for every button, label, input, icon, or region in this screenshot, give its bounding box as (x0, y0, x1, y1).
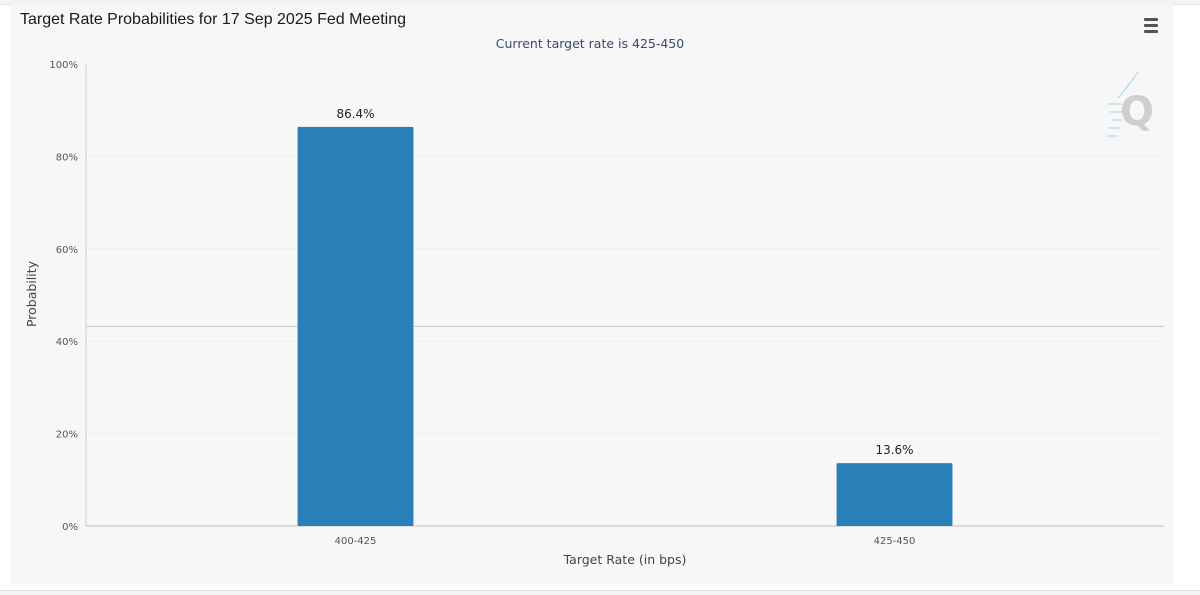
x-axis-title: Target Rate (in bps) (563, 552, 687, 567)
y-tick-label: 40% (56, 337, 78, 348)
q-logo-icon: Q (1106, 71, 1154, 137)
y-tick-label: 20% (56, 430, 78, 441)
x-tick-label: 400-425 (335, 536, 377, 547)
chart-panel (10, 4, 1173, 584)
bottom-edge (0, 590, 1200, 595)
chart-subtitle: Current target rate is 425-450 (495, 36, 685, 51)
data-label: 86.4% (336, 107, 374, 121)
bar-425-450[interactable] (836, 463, 953, 526)
y-tick-label: 60% (56, 245, 78, 256)
y-tick-label: 80% (56, 152, 78, 163)
hamburger-menu-icon (1144, 18, 1158, 21)
hamburger-menu-icon (1144, 24, 1158, 27)
y-axis-title: Probability (24, 260, 39, 327)
chart-title: Target Rate Probabilities for 17 Sep 202… (20, 11, 407, 28)
bar-400-425[interactable] (297, 126, 414, 526)
y-tick-label: 0% (62, 522, 78, 533)
y-tick-label: 100% (49, 60, 78, 71)
chart-menu-button[interactable] (1140, 14, 1162, 36)
watermark-letter: Q (1120, 89, 1154, 135)
data-label: 13.6% (875, 443, 913, 457)
hamburger-menu-icon (1144, 30, 1158, 33)
x-tick-label: 425-450 (874, 536, 916, 547)
